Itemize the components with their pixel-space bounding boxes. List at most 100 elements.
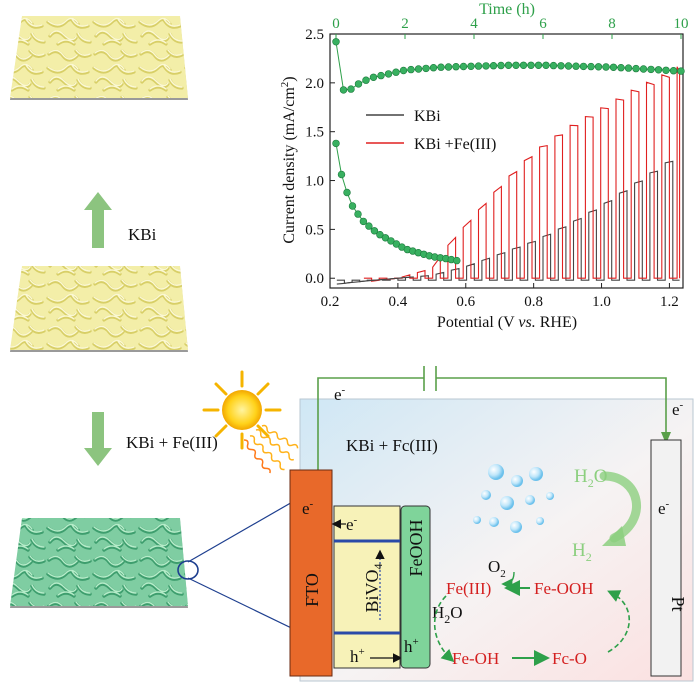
cb-electron: e- [346,514,358,534]
feooh-label: FeOOH [406,520,426,577]
bivo4-layer [333,505,401,669]
top-tick-label: 6 [539,16,547,32]
zoom-line-bottom [187,577,309,637]
fto-layer [289,469,333,677]
stability-point [557,62,565,70]
y-tick-label: 0.5 [305,222,324,238]
legend-label-fe: KBi +Fe(III) [414,136,496,153]
y-tick-label: 1.0 [305,174,324,190]
top-tick-label: 8 [608,16,616,32]
stability-point [602,63,610,71]
pt-label: Pt [668,596,688,611]
fto-electron: e- [302,498,314,518]
h2o-top-label: H2O [574,466,607,490]
stability-point [534,61,543,70]
arrow-up-kbi [84,192,112,248]
y-tick-label: 2.0 [305,76,324,92]
stability-point [376,231,384,239]
stability-point [339,86,348,94]
bubbles-icon [473,464,554,533]
h2-label: H2 [572,540,592,564]
electron-right: e- [672,399,684,419]
arrow-bottom-label: KBi + Fe(III) [126,433,218,452]
y-tick-label: 1.5 [305,125,324,141]
y-tick-label: 0.0 [305,271,324,287]
cell: e- e- FTO e- [202,366,694,682]
arrow-top-label: KBi [128,225,157,244]
pt-electrode [650,439,682,677]
stability-point [384,70,393,78]
bivo4-label: BiVO4 [362,563,385,612]
stability-point [527,61,535,70]
stability-point [489,61,498,70]
stability-point [632,64,640,73]
stability-point [474,62,483,70]
x-tick-label: 0.4 [389,294,408,310]
pt-electron: e- [658,498,670,518]
stability-point [348,202,357,210]
stability-point [392,68,400,76]
wire-arrowhead [661,432,671,444]
film-middle [10,266,188,352]
legend-label-kbi: KBi [414,108,441,125]
stability-point [369,73,378,82]
stability-point [624,64,633,72]
stability-point [354,210,362,218]
electrolyte-label: KBi + Fc(III) [346,436,438,455]
x-tick-label: 1.0 [592,294,611,310]
stability-point [377,71,385,80]
stability-point [452,62,460,71]
stability-point [482,62,490,70]
series-line [336,160,680,284]
stability-point [437,63,445,71]
stability-point [387,237,395,245]
x-tick-label: 1.2 [660,294,679,310]
cycle-arrow-2 [433,595,455,663]
y-axis-title: Current density (mA/cm2) [279,76,298,243]
stability-point [572,62,580,70]
stability-point [343,188,351,197]
zoom-circle [177,560,199,580]
stability-point [332,139,340,148]
stability-point [504,61,513,70]
cycle-feooh: Fe-OOH [534,579,594,598]
stability-point [639,65,648,73]
stability-point [467,62,475,71]
stability-point [381,234,390,242]
feooh-hole: h+ [404,636,419,656]
cycle-arrow-4 [607,590,631,653]
x-tick-label: 0.6 [456,294,475,310]
series-layer [332,38,685,285]
wire-right [436,377,667,440]
stability-point [594,63,603,71]
stability-point [362,76,370,84]
stability-point [354,80,363,88]
series-line [336,276,412,285]
stability-point [414,65,423,73]
stability-point [512,61,520,70]
stability-point [549,61,558,70]
stability-point [609,63,618,72]
film-top [10,16,188,100]
arrow-down-fe [84,412,112,466]
stability-point [459,62,468,71]
stability-point [332,38,340,46]
sun-icon [202,370,282,450]
stability-point [579,62,588,71]
cycle-feo: Fc-O [552,649,587,668]
stability-point [617,63,625,72]
series-line [363,66,681,282]
stability-point [453,256,461,265]
stability-point [422,64,430,73]
stability-point [519,61,528,70]
stability-point [370,227,379,235]
x-tick-label: 0.2 [321,294,340,310]
x-axis-title: Potential (V vs. RHE) [437,314,577,331]
x-ticks: 0.2 0.4 0.6 0.8 1.0 1.2 [321,283,679,310]
cycle-feoh: Fe-OH [452,649,499,668]
stability-point [542,61,550,70]
stability-point [429,63,438,72]
cycle-fe3: Fe(III) [446,579,491,598]
chart-frame [329,33,684,289]
